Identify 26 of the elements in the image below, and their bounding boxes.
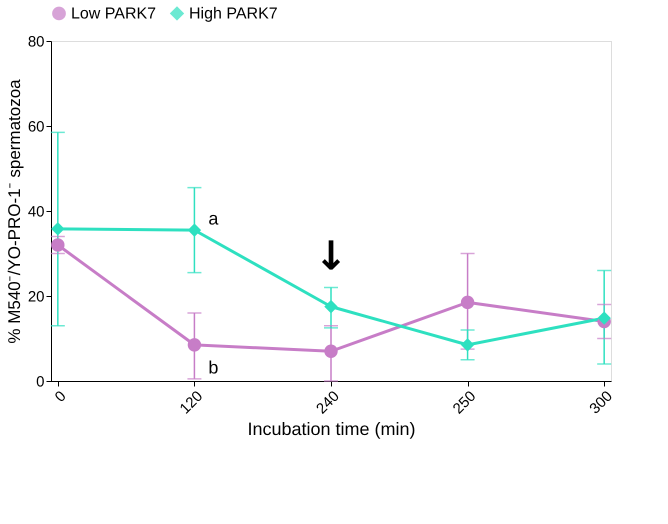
point (51, 238, 65, 252)
y-tick-label: 40 (28, 204, 44, 220)
legend-label: High PARK7 (189, 5, 278, 22)
y-axis-title: % M540⁻/YO-PRO-1⁻ spermatozoa (4, 78, 24, 344)
x-tick-label: 0 (52, 388, 70, 406)
annotation: a (208, 208, 220, 228)
x-tick-label: 120 (176, 388, 206, 418)
point (324, 300, 338, 314)
x-tick-label: 250 (450, 388, 480, 418)
point (597, 311, 611, 325)
point (188, 223, 202, 237)
point (51, 222, 65, 236)
y-tick-label: 60 (28, 118, 44, 136)
annotation: b (208, 357, 218, 378)
point (324, 344, 338, 358)
x-tick-label: 240 (313, 388, 343, 418)
y-tick-label: 80 (28, 34, 44, 50)
legend-label: Low PARK7 (71, 5, 156, 22)
x-axis-title: Incubation time (min) (247, 418, 416, 439)
point (460, 296, 474, 310)
x-tick-label: 300 (586, 388, 616, 418)
y-tick-label: 20 (28, 288, 44, 306)
y-tick-label: 0 (36, 374, 44, 390)
annotation: ↓ (314, 234, 348, 280)
point (460, 338, 474, 352)
point (188, 338, 202, 352)
